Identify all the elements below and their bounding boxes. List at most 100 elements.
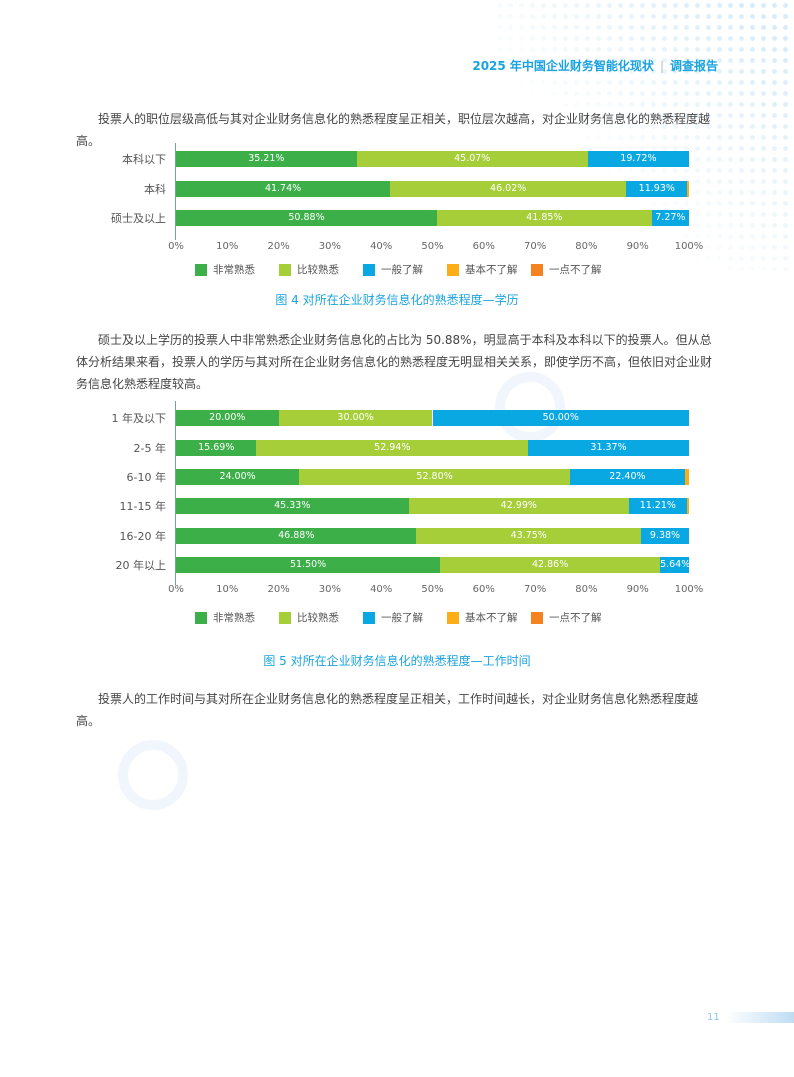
legend-label: 比较熟悉 [297, 264, 339, 276]
legend-item: 非常熟悉 [195, 262, 279, 277]
legend-swatch [279, 611, 291, 624]
bar-segment: 42.99% [408, 498, 630, 514]
bar-segment [686, 498, 689, 514]
x-tick-label: 20% [267, 241, 290, 252]
bar-segment: 35.21% [176, 151, 357, 167]
category-label: 20 年以上 [115, 559, 167, 572]
bar-segment: 31.37% [528, 440, 689, 456]
bar-segment: 15.69% [176, 440, 257, 456]
bar-segment [687, 181, 689, 197]
x-tick-label: 60% [472, 584, 495, 595]
category-label: 硕士及以上 [111, 212, 166, 225]
figure-caption: 图 4 对所在企业财务信息化的熟悉程度—学历 [275, 293, 519, 307]
legend-label: 基本不了解 [465, 264, 518, 276]
bar-segment: 45.07% [356, 151, 588, 167]
legend-label: 基本不了解 [465, 612, 518, 624]
bar-segment: 41.85% [437, 210, 652, 226]
y-axis-line [175, 401, 176, 585]
bar-segment: 43.75% [416, 528, 641, 544]
report-section: 调查报告 [669, 59, 718, 73]
legend-swatch [363, 611, 375, 624]
category-label: 6-10 年 [126, 471, 166, 484]
report-title: 2025 年中国企业财务智能化现状 [472, 59, 654, 73]
bar-segment: 46.88% [176, 528, 417, 544]
bar-segment: 50.00% [432, 410, 689, 426]
bar-segment [684, 469, 689, 485]
legend-swatch [531, 611, 543, 624]
legend-swatch [279, 263, 291, 276]
divider: | [659, 59, 664, 73]
legend-label: 一般了解 [381, 612, 423, 624]
watermark-logo [495, 372, 565, 442]
legend-item: 基本不了解 [447, 262, 531, 277]
legend-item: 一点不了解 [531, 610, 615, 625]
bar-segment: 42.86% [440, 557, 661, 573]
y-axis-line [175, 143, 176, 240]
bar-segment: 5.64% [660, 557, 690, 573]
legend-label: 比较熟悉 [297, 612, 339, 624]
legend-swatch [195, 263, 207, 276]
legend-item: 基本不了解 [447, 610, 531, 625]
x-tick-label: 100% [674, 584, 704, 595]
x-tick-label: 30% [318, 241, 342, 252]
bar-segment: 41.74% [176, 181, 391, 197]
x-tick-label: 80% [575, 584, 598, 595]
x-tick-label: 90% [626, 584, 649, 595]
legend-item: 非常熟悉 [195, 610, 279, 625]
page-header: 2025 年中国企业财务智能化现状 | 调查报告 [472, 57, 718, 74]
paragraph: 投票人的工作时间与其对所在企业财务信息化的熟悉程度呈正相关，工作时间越长，对企业… [76, 692, 699, 728]
x-tick-label: 80% [575, 241, 598, 252]
bar-segment: 7.27% [651, 210, 689, 226]
chart-legend: 非常熟悉 比较熟悉 一般了解 基本不了解 一点不了解 [195, 262, 615, 277]
bar-segment: 52.80% [299, 469, 570, 485]
bar-segment: 50.88% [176, 210, 437, 226]
x-tick-label: 60% [472, 241, 495, 252]
page-number: 11 [707, 1012, 720, 1023]
x-tick-label: 40% [370, 584, 393, 595]
x-tick-label: 40% [370, 241, 393, 252]
bar-segment: 20.00% [176, 410, 279, 426]
x-tick-label: 10% [216, 241, 239, 252]
bar-segment: 45.33% [176, 498, 409, 514]
legend-swatch [531, 263, 543, 276]
bar-segment: 24.00% [176, 469, 300, 485]
x-tick-label: 90% [626, 241, 649, 252]
legend-label: 一点不了解 [549, 612, 602, 624]
x-tick-label: 50% [421, 584, 444, 595]
category-label: 11-15 年 [119, 500, 166, 513]
legend-item: 一点不了解 [531, 262, 615, 277]
paragraph: 投票人的职位层级高低与其对企业财务信息化的熟悉程度呈正相关，职位层次越高，对企业… [76, 112, 711, 148]
legend-item: 一般了解 [363, 262, 447, 277]
x-tick-label: 0% [168, 241, 184, 252]
x-tick-label: 20% [267, 584, 290, 595]
x-tick-label: 70% [523, 241, 547, 252]
category-label: 本科 [144, 183, 166, 196]
watermark-logo [118, 740, 188, 810]
category-label: 1 年及以下 [111, 412, 167, 425]
bar-segment: 11.21% [629, 498, 687, 514]
paragraph: 硕士及以上学历的投票人中非常熟悉企业财务信息化的占比为 50.88%，明显高于本… [76, 333, 713, 391]
legend-label: 一点不了解 [549, 264, 602, 276]
x-tick-label: 30% [318, 584, 342, 595]
x-tick-label: 70% [523, 584, 547, 595]
bar-segment: 51.50% [176, 557, 441, 573]
chart-legend: 非常熟悉 比较熟悉 一般了解 基本不了解 一点不了解 [195, 610, 615, 625]
x-tick-label: 10% [216, 584, 239, 595]
category-label: 本科以下 [122, 153, 166, 166]
x-tick-label: 100% [674, 241, 704, 252]
bar-segment: 19.72% [587, 151, 689, 167]
category-label: 2-5 年 [133, 442, 166, 455]
x-tick-label: 0% [168, 584, 184, 595]
legend-label: 非常熟悉 [213, 264, 255, 276]
legend-swatch [447, 263, 459, 276]
legend-label: 非常熟悉 [213, 612, 255, 624]
legend-label: 一般了解 [381, 264, 423, 276]
legend-swatch [363, 263, 375, 276]
bar-segment: 30.00% [278, 410, 433, 426]
x-tick-label: 50% [421, 241, 444, 252]
legend-item: 一般了解 [363, 610, 447, 625]
legend-swatch [447, 611, 459, 624]
legend-item: 比较熟悉 [279, 610, 363, 625]
figure-caption: 图 5 对所在企业财务信息化的熟悉程度—工作时间 [263, 654, 531, 668]
page-bar-decoration [726, 1012, 794, 1023]
